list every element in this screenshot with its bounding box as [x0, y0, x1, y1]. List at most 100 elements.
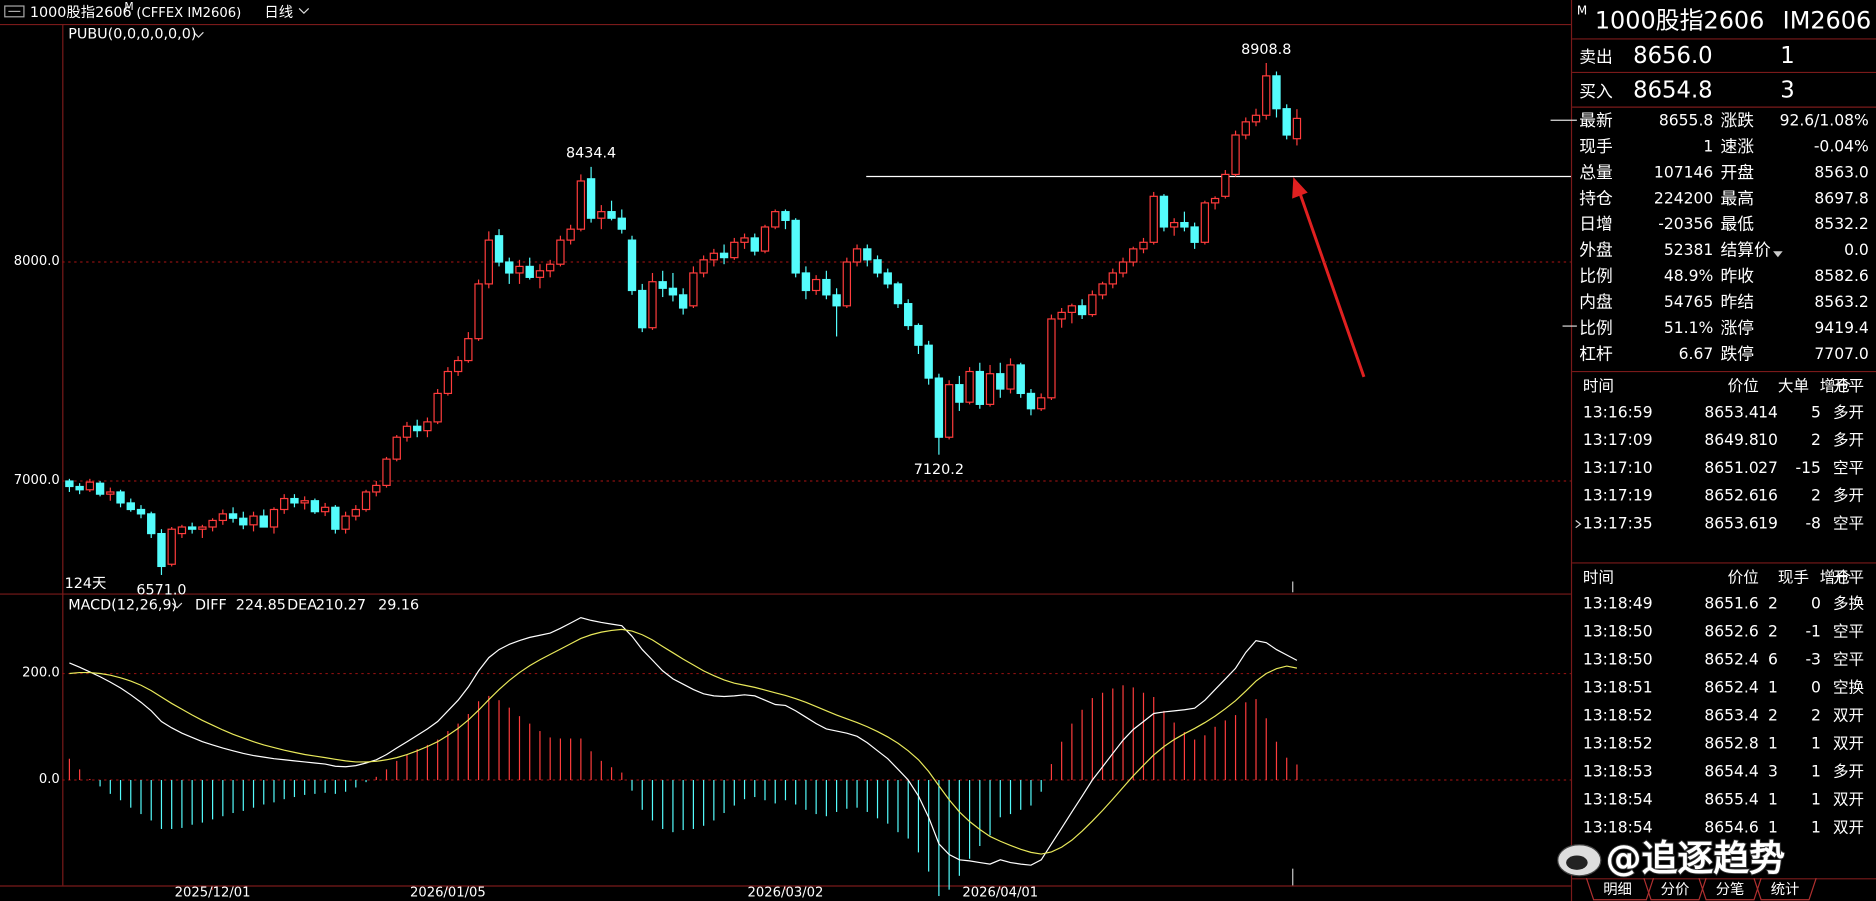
table-cell: 1: [1811, 819, 1821, 837]
candle-body: [1037, 397, 1046, 410]
candle-body: [934, 377, 944, 438]
table-cell: 0: [1811, 595, 1821, 613]
table-cell: 8652.8: [1704, 735, 1758, 753]
tab-outlines: [1585, 878, 1817, 901]
bid-volume: 3: [1780, 77, 1794, 103]
candle-body: [402, 425, 412, 438]
table-header: 价位: [1728, 568, 1759, 586]
table-cell: 双开: [1833, 735, 1864, 753]
candle-body: [1047, 318, 1056, 399]
table-cell: 双开: [1833, 819, 1864, 837]
quote-label: 外盘: [1579, 240, 1613, 260]
candle-body: [1292, 117, 1302, 140]
tab[interactable]: 明细: [1603, 881, 1632, 898]
macd-title[interactable]: MACD(12,26,9): [68, 597, 177, 613]
tab[interactable]: 分笔: [1716, 881, 1745, 898]
table-header: 增仓: [1820, 568, 1852, 586]
candle-body: [1118, 261, 1128, 274]
candle-body: [413, 425, 422, 432]
candle-body: [320, 506, 330, 513]
candle-body: [453, 359, 463, 373]
candle-body: [515, 265, 524, 274]
x-tick-label: 2026/04/01: [962, 886, 1038, 901]
candle-body: [187, 526, 197, 530]
tab[interactable]: 分价: [1661, 881, 1690, 898]
candle-body: [801, 272, 811, 292]
candle-body: [709, 252, 719, 261]
candle-body: [914, 324, 923, 346]
table-cell: 27: [1758, 459, 1778, 477]
candle-body: [576, 180, 586, 230]
candle-body: [116, 491, 125, 504]
candle-body: [1057, 311, 1066, 320]
table-cell: 3: [1768, 763, 1778, 781]
table-header: 现手: [1778, 568, 1809, 586]
candle-body: [147, 513, 156, 535]
table-cell: 1: [1768, 735, 1778, 753]
candle-body: [1210, 197, 1220, 204]
table-cell: 8652.6: [1704, 623, 1758, 641]
candle-body: [658, 281, 667, 289]
candle-body: [351, 508, 361, 517]
quote-label: 比例: [1579, 318, 1613, 338]
candle-body: [740, 237, 749, 243]
candle-body: [791, 219, 800, 274]
ask-volume: 1: [1780, 43, 1794, 69]
ask-price: 8656.0: [1633, 43, 1713, 69]
candle-body: [1088, 294, 1097, 316]
quote-value: 52381: [1664, 241, 1713, 259]
candle-body: [208, 519, 217, 528]
table-cell: 8653.6: [1704, 514, 1758, 532]
candle-body: [392, 436, 401, 460]
quote-label: 开盘: [1720, 162, 1754, 182]
table-cell: 16: [1758, 487, 1778, 505]
candle-body: [249, 515, 258, 526]
table-cell: -1: [1805, 623, 1821, 641]
quote-value: 8655.8: [1659, 111, 1713, 129]
tab-outline: [1753, 878, 1817, 901]
table-cell: 2: [1811, 431, 1821, 449]
candle-body: [361, 491, 371, 511]
table-cell: 多开: [1833, 487, 1864, 505]
indicator-chevron[interactable]: [193, 31, 204, 38]
quote-value: 51.1%: [1664, 319, 1713, 337]
candle-body: [423, 421, 432, 432]
side-title-mark: M: [1577, 3, 1587, 17]
table-cell: 多开: [1833, 431, 1864, 449]
diff-line: [69, 617, 1298, 866]
table-cell: 2: [1811, 707, 1821, 725]
candle-body: [505, 261, 514, 274]
candle-body: [1221, 173, 1230, 197]
window-icon[interactable]: [4, 5, 25, 18]
candle-body: [1262, 75, 1271, 116]
quote-label: 比例: [1579, 266, 1613, 286]
indicator-name[interactable]: PUBU(0,0,0,0,0,0): [68, 27, 196, 43]
candle-body: [893, 283, 903, 305]
x-tick-label: 2026/03/02: [748, 886, 824, 901]
table-cell: 空平: [1833, 459, 1864, 477]
table-cell: 13:16:59: [1583, 403, 1653, 421]
candle-body: [126, 502, 135, 511]
candle-body: [269, 508, 279, 528]
candle-body: [198, 526, 207, 530]
period-selector[interactable]: 日线: [264, 4, 293, 21]
settle-dropdown[interactable]: [1773, 251, 1783, 258]
candle-body: [985, 373, 995, 405]
candle-body: [1180, 221, 1189, 228]
candle-body: [1251, 114, 1261, 123]
table-cell: 13:17:35: [1583, 514, 1653, 532]
candle-body: [1159, 195, 1169, 228]
period-chevron[interactable]: [298, 7, 310, 15]
candle-body: [996, 373, 1005, 390]
side-title: 1000股指2606: [1595, 7, 1765, 35]
quote-value: 6.67: [1679, 345, 1714, 363]
tab[interactable]: 统计: [1771, 881, 1800, 898]
candle-body: [1016, 364, 1025, 395]
macd-chevron[interactable]: [171, 602, 183, 609]
candle-body: [1108, 272, 1117, 285]
candle-body: [1077, 305, 1087, 316]
table-cell: 8652.6: [1704, 487, 1758, 505]
table-cell: 13:18:54: [1583, 819, 1653, 837]
candle-body: [280, 497, 289, 511]
